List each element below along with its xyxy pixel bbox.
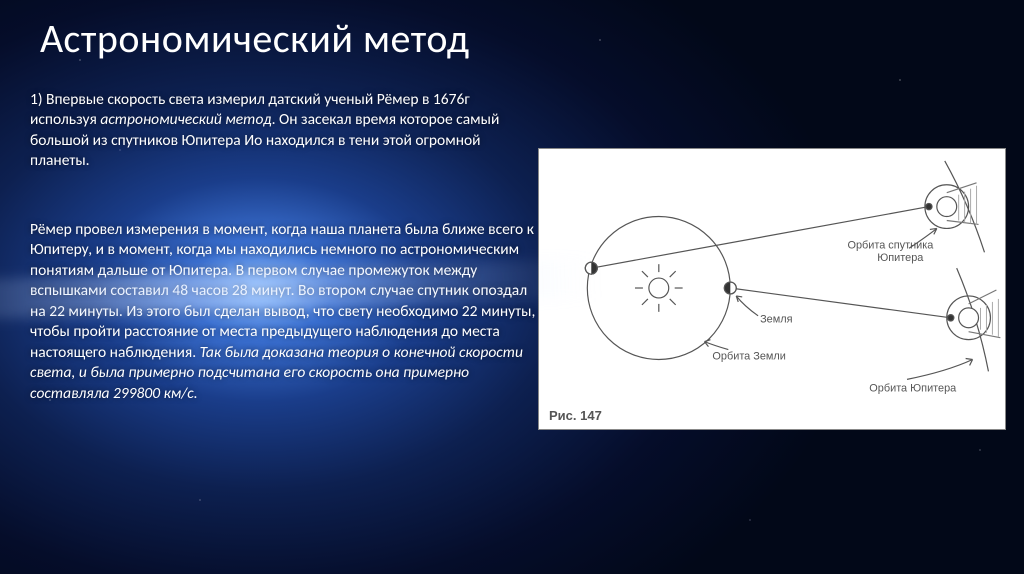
- arrow-earth: [736, 296, 758, 316]
- paragraph-2: Рёмер провел измерения в момент, когда н…: [30, 220, 540, 404]
- earth-far-half: [591, 262, 597, 274]
- diagram-group: Земля Орбита Земли Орбита Юпитера Орбита…: [585, 161, 1000, 394]
- figure-caption: Рис. 147: [549, 408, 602, 423]
- label-earth: Земля: [760, 314, 793, 326]
- p2-body: Рёмер провел измерения в момент, когда н…: [30, 220, 535, 362]
- jupiter-far-icon: [937, 197, 957, 217]
- orbit-diagram: Земля Орбита Земли Орбита Юпитера Орбита…: [539, 149, 1005, 429]
- label-earth-orbit: Орбита Земли: [712, 350, 785, 362]
- paragraph-1: 1) Впервые скорость света измерил датски…: [30, 90, 530, 172]
- moon-near-icon: [948, 315, 954, 321]
- slide-title: Астрономический метод: [40, 14, 470, 63]
- shadow-hatch-far: [959, 186, 977, 225]
- sun-icon: [649, 278, 669, 298]
- p1-italic: астрономический метод: [100, 110, 271, 129]
- moon-far-icon: [926, 203, 932, 209]
- diagram-figure: Земля Орбита Земли Орбита Юпитера Орбита…: [538, 148, 1006, 430]
- label-jupiter-orbit: Орбита Юпитера: [869, 382, 957, 394]
- earth-near-half: [724, 282, 730, 294]
- label-moon-orbit-l2: Юпитера: [877, 252, 924, 264]
- shadow-hatch-near: [981, 299, 999, 337]
- arrow-jup-orbit: [907, 359, 973, 379]
- label-moon-orbit-l1: Орбита спутника: [847, 239, 934, 251]
- jupiter-near-icon: [959, 308, 979, 328]
